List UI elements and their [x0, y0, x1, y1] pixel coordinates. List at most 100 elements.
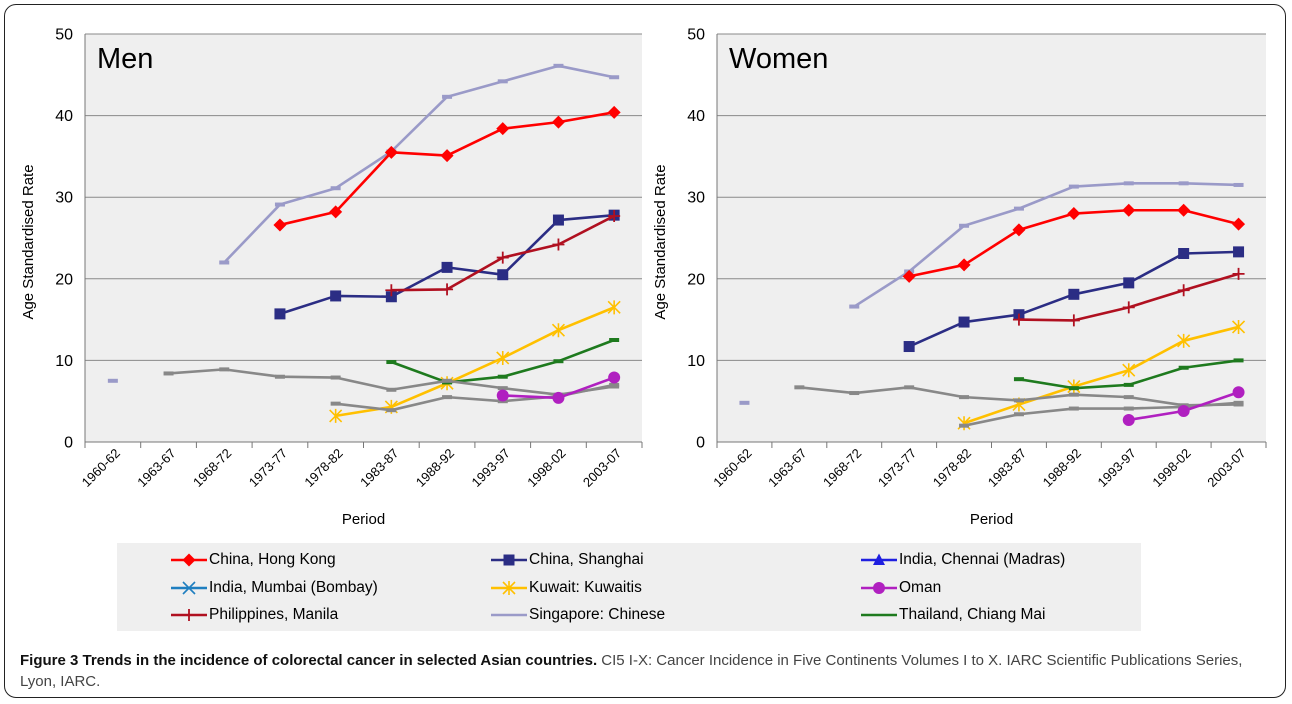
- data-point: [440, 149, 454, 163]
- data-point: [1068, 406, 1079, 411]
- legend-item: China, Hong Kong: [171, 549, 336, 571]
- data-point: [1233, 400, 1244, 405]
- data-point: [386, 408, 397, 413]
- data-point: [386, 360, 397, 365]
- data-point: [1233, 358, 1244, 363]
- legend-item: China, Shanghai: [491, 549, 644, 571]
- legend-swatch: [171, 609, 207, 621]
- series-philippines-manila: [1012, 267, 1245, 327]
- x-tick-label: 1973-77: [875, 446, 919, 490]
- data-point: [553, 63, 564, 68]
- x-tick-label: 1968-72: [820, 446, 864, 490]
- x-tick-label: 1988-92: [413, 446, 457, 490]
- data-point: [1122, 413, 1135, 426]
- data-point: [1067, 207, 1081, 221]
- data-point: [274, 308, 286, 320]
- data-point: [497, 386, 508, 391]
- x-tick-label: 1978-82: [930, 446, 974, 490]
- data-point: [1123, 181, 1134, 186]
- data-point: [385, 291, 397, 303]
- legend-swatch: [171, 553, 207, 567]
- data-point: [608, 371, 621, 384]
- data-point: [1232, 267, 1245, 280]
- y-tick-label: 50: [55, 27, 73, 44]
- data-point: [553, 359, 564, 364]
- data-point: [384, 145, 398, 159]
- data-point: [609, 382, 620, 387]
- caption-title: Figure 3 Trends in the incidence of colo…: [20, 652, 598, 669]
- x-tick-label: 1988-92: [1040, 446, 1084, 490]
- legend-marker: [503, 554, 515, 566]
- data-point: [1013, 398, 1024, 403]
- data-point: [330, 375, 341, 380]
- y-tick-label: 20: [55, 271, 73, 288]
- series-line: [963, 401, 1239, 427]
- plot-area: [717, 34, 1266, 442]
- data-point: [497, 269, 509, 281]
- data-point: [1068, 392, 1079, 397]
- data-point: [442, 94, 453, 99]
- x-tick-label: 1963-67: [765, 446, 809, 490]
- y-tick-label: 40: [55, 108, 73, 125]
- y-tick-label: 30: [687, 190, 705, 207]
- x-tick-label: 1978-82: [301, 446, 345, 490]
- data-point: [442, 395, 453, 400]
- x-tick-label: 1960-62: [710, 446, 754, 490]
- series-line: [853, 182, 1239, 308]
- legend-swatch: [861, 613, 897, 617]
- series-oman: [1122, 386, 1245, 426]
- data-point: [385, 284, 398, 297]
- x-axis-label: Period: [970, 511, 1013, 528]
- legend-item: India, Mumbai (Bombay): [171, 577, 378, 599]
- x-tick-label: 2003-07: [580, 446, 624, 490]
- data-point: [1068, 288, 1080, 300]
- data-point: [1013, 206, 1024, 211]
- data-point: [1123, 395, 1134, 400]
- data-point: [904, 385, 915, 390]
- figure-caption: Figure 3 Trends in the incidence of colo…: [20, 650, 1275, 692]
- legend-marker: [873, 553, 885, 565]
- y-tick-label: 0: [696, 435, 705, 452]
- legend-swatch: [491, 581, 527, 595]
- legend-swatch: [861, 553, 897, 565]
- series-china-hong-kong: [902, 203, 1246, 283]
- data-point: [1013, 377, 1024, 382]
- data-point: [551, 115, 565, 129]
- data-point: [552, 391, 565, 404]
- x-tick-label: 1998-02: [524, 446, 568, 490]
- data-point: [1068, 386, 1079, 391]
- legend-swatch: [491, 554, 527, 566]
- data-point: [1122, 203, 1136, 217]
- data-point: [107, 378, 118, 383]
- legend-label: India, Mumbai (Bombay): [209, 579, 378, 596]
- data-point: [386, 387, 397, 392]
- series-oman: [496, 371, 621, 404]
- data-point: [1232, 217, 1246, 231]
- data-point: [1178, 365, 1189, 370]
- data-point: [1233, 182, 1244, 187]
- data-point: [1123, 406, 1134, 411]
- data-point: [329, 205, 343, 219]
- data-point: [849, 304, 860, 309]
- data-point: [849, 391, 860, 396]
- data-point: [329, 408, 343, 423]
- y-axis-label: Age Standardised Rate: [20, 164, 37, 319]
- caption-text: CI5 I-X: Cancer Incidence in Five Contin…: [20, 652, 1243, 690]
- data-point: [552, 238, 565, 251]
- chart-title: Women: [729, 43, 828, 75]
- data-point: [1231, 319, 1246, 334]
- data-point: [330, 290, 342, 302]
- legend-item: Kuwait: Kuwaitis: [491, 577, 642, 599]
- y-tick-label: 30: [55, 190, 73, 207]
- y-tick-label: 50: [687, 27, 705, 44]
- data-point: [1177, 333, 1191, 348]
- data-point: [959, 395, 970, 400]
- data-point: [497, 374, 508, 379]
- data-point: [441, 261, 453, 273]
- legend-label: China, Shanghai: [529, 551, 644, 568]
- data-point: [442, 378, 453, 383]
- data-point: [1123, 277, 1135, 289]
- data-point: [219, 367, 230, 372]
